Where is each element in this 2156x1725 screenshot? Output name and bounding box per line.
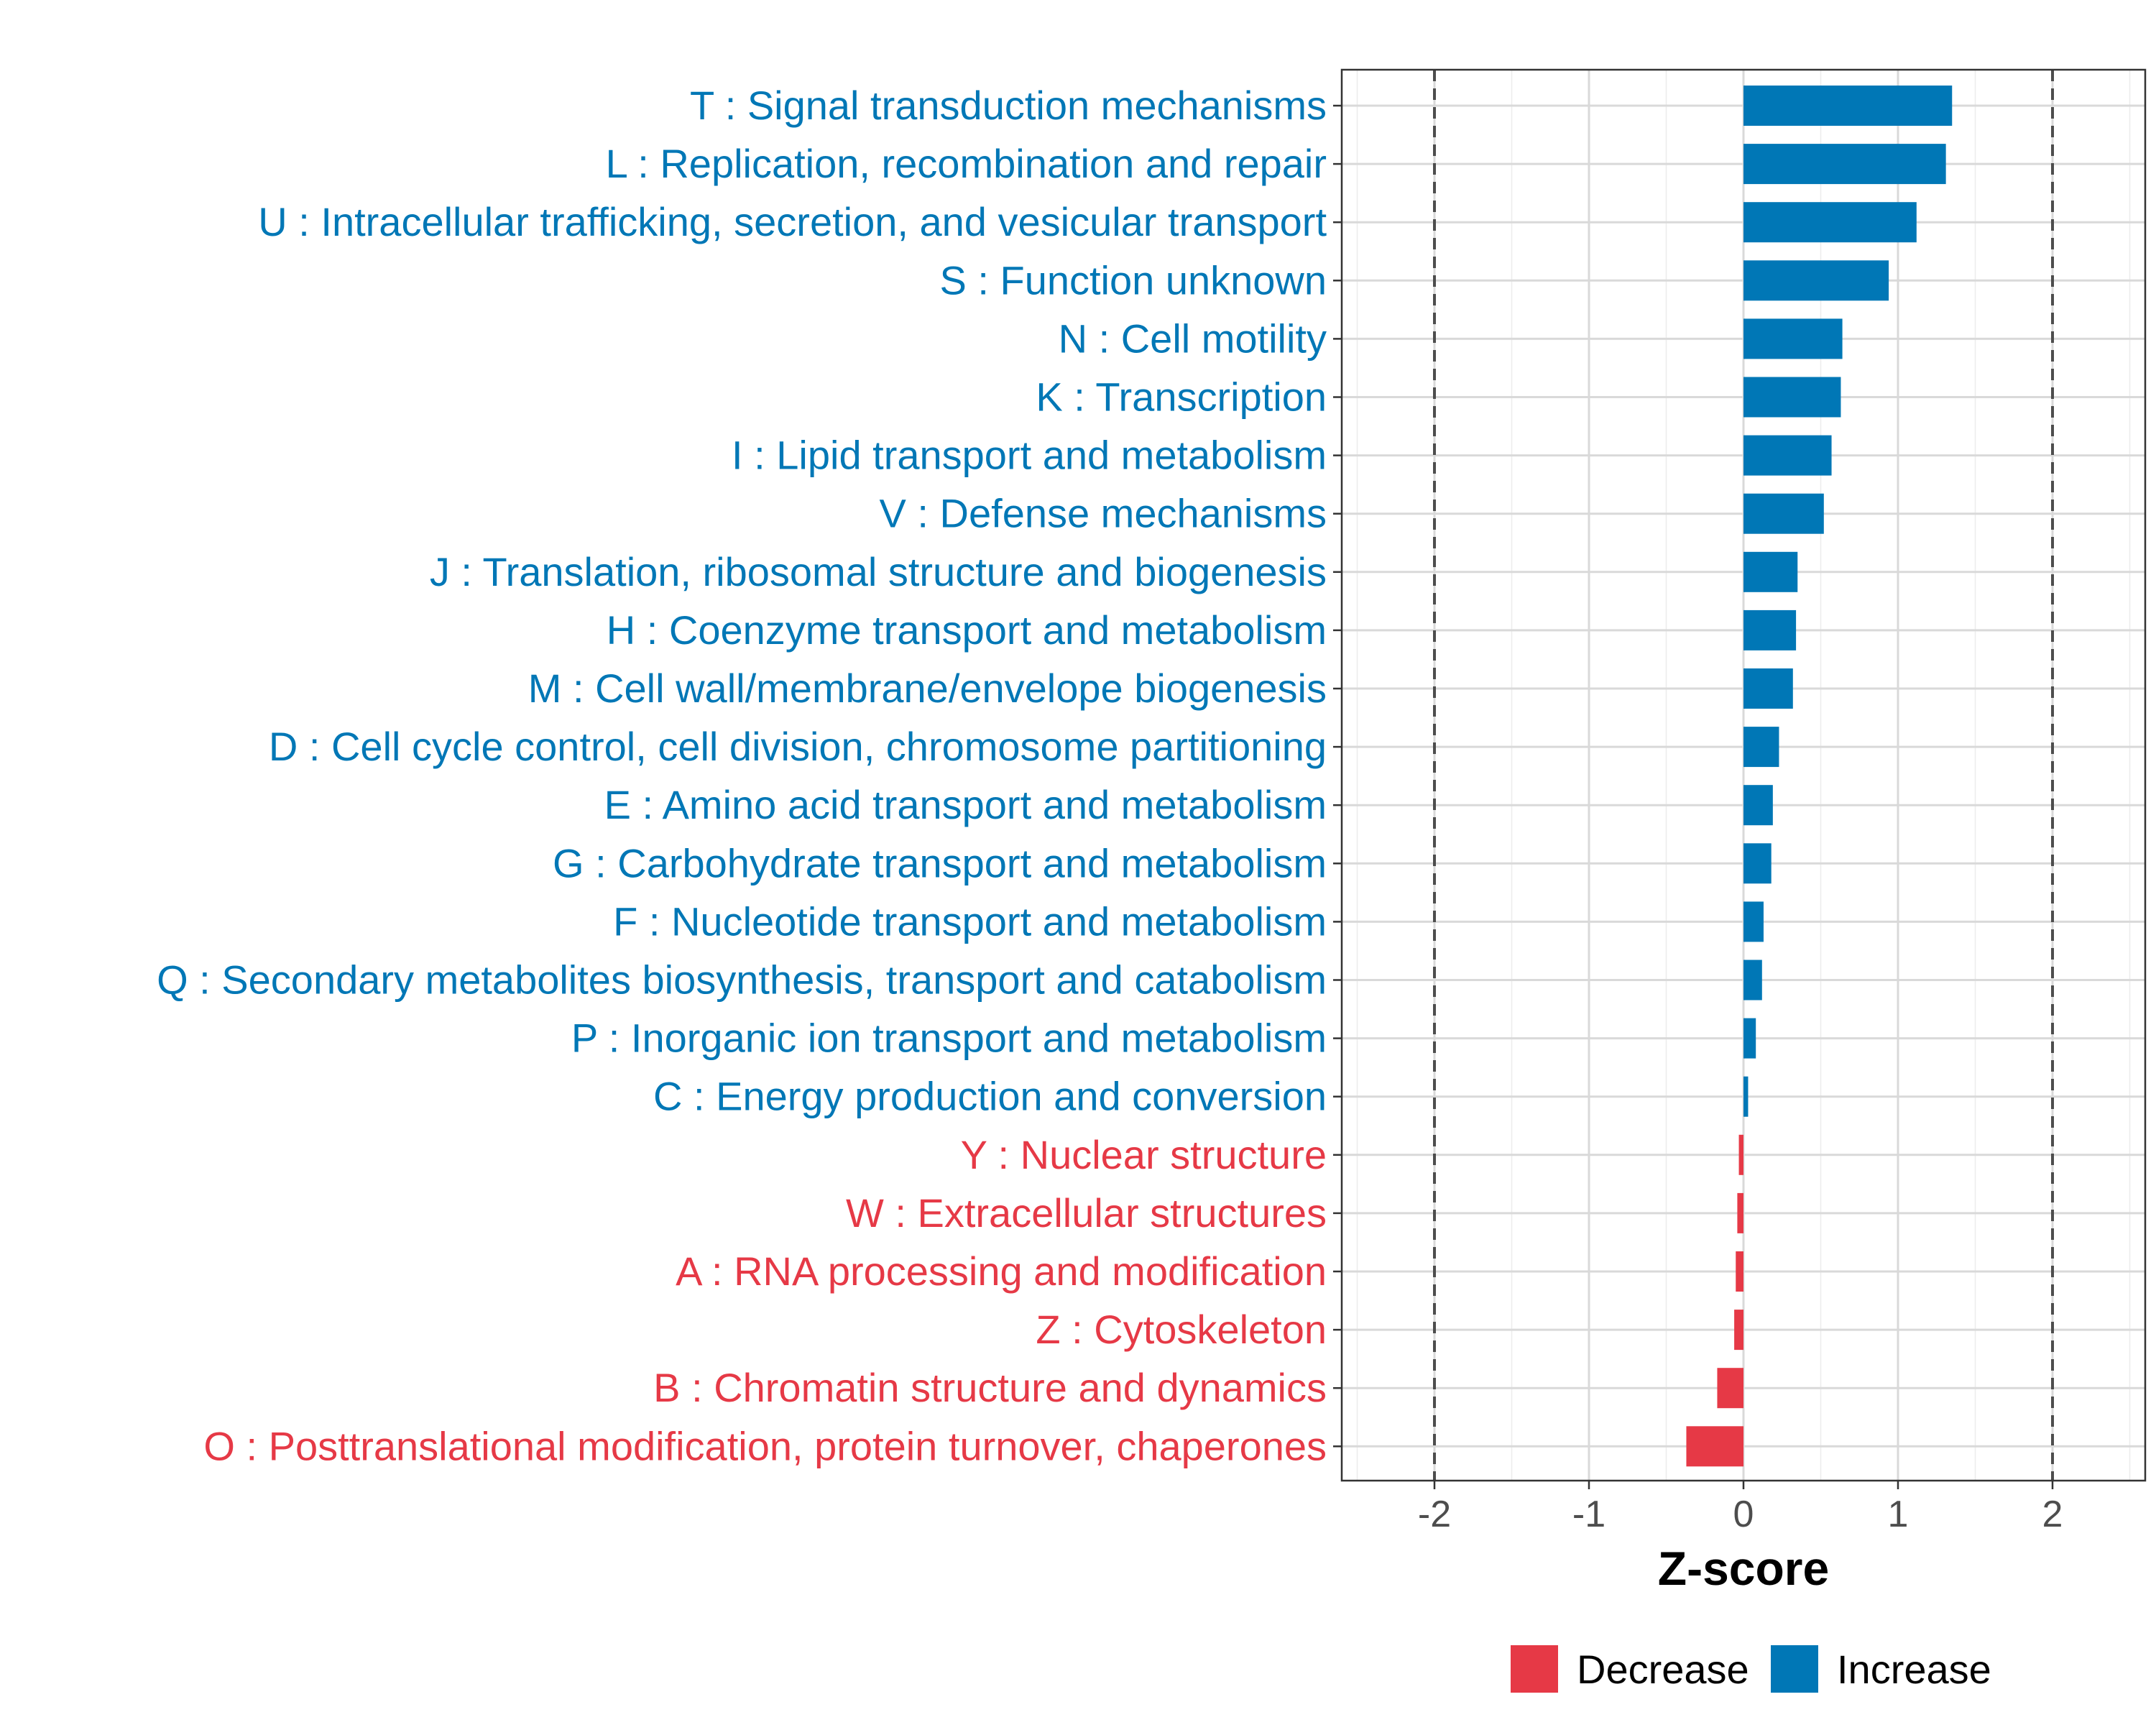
category-label: P : Inorganic ion transport and metaboli… <box>571 1016 1327 1061</box>
category-label: N : Cell motility <box>1059 316 1327 361</box>
legend-label-decrease: Decrease <box>1577 1647 1749 1692</box>
category-label: T : Signal transduction mechanisms <box>690 83 1327 128</box>
category-label: W : Extracellular structures <box>846 1190 1327 1236</box>
bar-p <box>1743 1018 1756 1059</box>
bar-u <box>1743 202 1917 243</box>
bar-o <box>1686 1426 1743 1467</box>
category-label: F : Nucleotide transport and metabolism <box>613 898 1327 944</box>
category-label: O : Posttranslational modification, prot… <box>203 1423 1327 1468</box>
y-axis-ticks <box>1333 104 1342 1448</box>
bar-l <box>1743 144 1946 185</box>
category-label: L : Replication, recombination and repai… <box>606 141 1327 186</box>
bar-a <box>1736 1251 1743 1292</box>
bar-c <box>1743 1076 1749 1117</box>
reference-lines <box>1433 70 2054 1481</box>
bar-g <box>1743 843 1772 884</box>
x-tick-label: -2 <box>1418 1494 1451 1535</box>
category-label: H : Coenzyme transport and metabolism <box>607 607 1327 653</box>
category-label: B : Chromatin structure and dynamics <box>653 1365 1327 1410</box>
x-tick-label: 0 <box>1733 1494 1754 1535</box>
category-label: G : Carbohydrate transport and metabolis… <box>553 840 1327 886</box>
category-label: Y : Nuclear structure <box>961 1132 1327 1177</box>
bar-b <box>1717 1368 1743 1409</box>
bar-k <box>1743 377 1841 418</box>
bar-j <box>1743 551 1798 592</box>
x-axis-title: Z-score <box>1658 1542 1829 1595</box>
bar-n <box>1743 318 1843 359</box>
bar-h <box>1743 610 1797 650</box>
bar-v <box>1743 493 1824 534</box>
category-label: S : Function unknown <box>939 257 1327 303</box>
category-label: Z : Cytoskeleton <box>1036 1307 1327 1352</box>
bar-i <box>1743 435 1832 476</box>
bar-y <box>1738 1134 1743 1175</box>
x-tick-label: 2 <box>2042 1494 2063 1535</box>
legend-key-decrease <box>1511 1645 1558 1693</box>
category-label: Q : Secondary metabolites biosynthesis, … <box>157 957 1327 1003</box>
category-labels: T : Signal transduction mechanisms L : Re… <box>157 83 1327 1468</box>
bar-q <box>1743 960 1762 1000</box>
category-label: E : Amino acid transport and metabolism <box>604 782 1327 827</box>
bar-w <box>1737 1192 1743 1233</box>
bar-f <box>1743 901 1764 942</box>
x-axis-ticks: -2 -1 0 1 2 <box>1418 1481 2063 1535</box>
bar-t <box>1743 86 1953 126</box>
category-label: U : Intracellular trafficking, secretion… <box>258 199 1327 244</box>
bar-m <box>1743 668 1793 709</box>
legend: Decrease Increase <box>1511 1645 1991 1693</box>
x-tick-label: 1 <box>1888 1494 1909 1535</box>
category-label: M : Cell wall/membrane/envelope biogenes… <box>528 666 1327 711</box>
bar-z <box>1734 1310 1743 1351</box>
category-label: D : Cell cycle control, cell division, c… <box>269 724 1327 769</box>
legend-key-increase <box>1771 1645 1818 1693</box>
legend-label-increase: Increase <box>1837 1647 1991 1692</box>
bar-d <box>1743 727 1779 768</box>
category-label: C : Energy production and conversion <box>653 1074 1327 1119</box>
x-tick-label: -1 <box>1572 1494 1606 1535</box>
category-label: A : RNA processing and modification <box>676 1248 1327 1294</box>
category-label: I : Lipid transport and metabolism <box>732 433 1327 478</box>
bar-e <box>1743 785 1773 826</box>
category-label: K : Transcription <box>1036 374 1327 420</box>
category-label: J : Translation, ribosomal structure and… <box>430 549 1327 594</box>
category-label: V : Defense mechanisms <box>880 491 1327 536</box>
bar-s <box>1743 260 1889 301</box>
bars <box>1686 86 1953 1467</box>
